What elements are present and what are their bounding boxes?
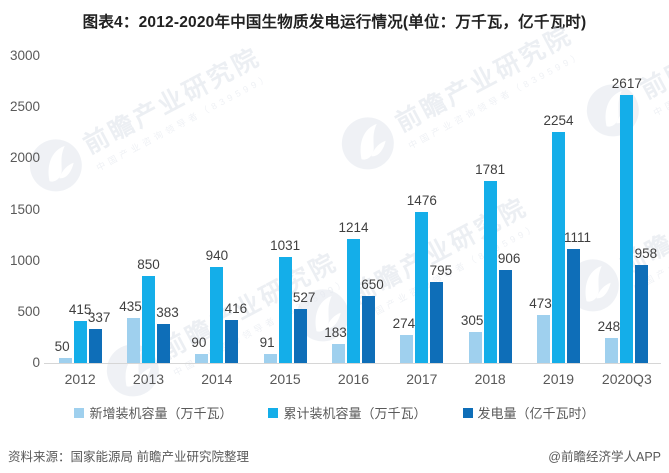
bar-2016-s2 bbox=[362, 296, 375, 363]
bar-2018-s0 bbox=[468, 332, 482, 363]
legend-swatch bbox=[268, 407, 279, 418]
bar-value-label: 940 bbox=[205, 248, 229, 263]
bar-2020Q3-s2 bbox=[635, 265, 649, 363]
legend-item-0: 新增装机容量（万千瓦） bbox=[74, 403, 232, 422]
bar-2015-s1 bbox=[278, 257, 292, 363]
chart-title: 图表4：2012-2020年中国生物质发电运行情况(单位：万千瓦，亿千瓦时) bbox=[82, 14, 587, 31]
bar-value-label: 274 bbox=[392, 316, 416, 331]
legend-label: 发电量（亿千瓦时） bbox=[477, 406, 595, 421]
y-axis-tick-label: 1000 bbox=[9, 252, 40, 268]
bar-value-label: 435 bbox=[119, 299, 142, 314]
bar-value-label: 91 bbox=[259, 335, 275, 350]
bar-2015-s2 bbox=[293, 309, 307, 363]
bar-value-label: 2617 bbox=[611, 76, 642, 91]
bar-2018-s2 bbox=[498, 270, 512, 363]
bar-value-label: 183 bbox=[324, 325, 347, 340]
y-axis-tick-label: 500 bbox=[17, 303, 40, 319]
bar-2020Q3-s1 bbox=[620, 95, 634, 363]
x-axis-label: 2015 bbox=[269, 371, 301, 387]
bar-value-label: 1781 bbox=[475, 162, 506, 177]
y-axis-tick-label: 2000 bbox=[9, 150, 40, 166]
bar-value-label: 958 bbox=[634, 246, 658, 261]
x-axis-label: 2017 bbox=[406, 371, 438, 387]
bar-2017-s1 bbox=[415, 212, 429, 363]
bar-value-label: 650 bbox=[361, 277, 384, 292]
credit-note: @前瞻经济学人APP bbox=[548, 450, 661, 464]
x-axis-label: 2014 bbox=[201, 371, 233, 387]
bar-2019-s0 bbox=[537, 315, 550, 363]
bar-2016-s0 bbox=[332, 344, 345, 363]
bar-value-label: 1214 bbox=[338, 220, 369, 235]
bar-value-label: 50 bbox=[54, 339, 70, 354]
legend-label: 新增装机容量（万千瓦） bbox=[89, 406, 233, 421]
watermark-main-text: 前瞻产业研究院 bbox=[78, 42, 266, 160]
legend-label: 累计装机容量（万千瓦） bbox=[283, 406, 427, 421]
bar-2016-s1 bbox=[347, 239, 360, 363]
bar-2014-s0 bbox=[195, 354, 209, 363]
bar-value-label: 416 bbox=[224, 301, 248, 316]
bar-2017-s0 bbox=[400, 335, 414, 363]
bar-value-label: 2254 bbox=[543, 113, 574, 128]
bar-2015-s0 bbox=[263, 354, 277, 363]
bar-value-label: 473 bbox=[529, 296, 552, 311]
x-axis-label: 2019 bbox=[542, 371, 575, 387]
bar-2014-s2 bbox=[225, 320, 239, 363]
watermark-text: 前瞻产业研究院 中国产业咨询领导者（839599） bbox=[76, 37, 273, 174]
bar-2019-s2 bbox=[567, 249, 580, 363]
bar-value-label: 906 bbox=[497, 251, 521, 266]
bar-2013-s0 bbox=[127, 318, 140, 363]
x-axis-label: 2018 bbox=[474, 371, 506, 387]
bar-value-label: 1031 bbox=[270, 238, 301, 253]
bar-2018-s1 bbox=[483, 181, 497, 363]
qianzhan-logo-icon bbox=[19, 129, 94, 206]
legend-item-2: 发电量（亿千瓦时） bbox=[462, 403, 595, 422]
y-axis-tick-label: 1500 bbox=[9, 201, 40, 217]
bar-2012-s2 bbox=[88, 329, 102, 363]
qianzhan-logo-icon bbox=[331, 107, 406, 184]
x-axis-label: 2020Q3 bbox=[601, 371, 652, 387]
bar-value-label: 90 bbox=[191, 335, 207, 350]
y-axis-tick-label: 0 bbox=[32, 355, 40, 370]
bar-2019-s1 bbox=[552, 132, 565, 363]
x-axis-label: 2013 bbox=[132, 371, 165, 387]
bar-value-label: 337 bbox=[87, 310, 111, 325]
bar-value-label: 1111 bbox=[563, 230, 592, 245]
bar-2012-s0 bbox=[58, 358, 72, 363]
watermark-text: 前瞻产业研究院 中国产业咨询领导者（839599） bbox=[388, 15, 585, 152]
bar-value-label: 1476 bbox=[406, 193, 437, 208]
watermark: 前瞻产业研究院 中国产业咨询领导者（839599） bbox=[19, 33, 275, 207]
bar-value-label: 248 bbox=[597, 319, 621, 334]
bar-value-label: 850 bbox=[137, 257, 160, 272]
bar-value-label: 383 bbox=[156, 305, 179, 320]
y-axis-tick-label: 2500 bbox=[9, 99, 40, 115]
bar-value-label: 795 bbox=[429, 263, 453, 278]
bar-2014-s1 bbox=[210, 267, 224, 363]
bar-2017-s2 bbox=[430, 282, 444, 363]
bar-value-label: 527 bbox=[292, 290, 316, 305]
legend: 新增装机容量（万千瓦） 累计装机容量（万千瓦） 发电量（亿千瓦时） bbox=[0, 403, 669, 422]
bar-2020Q3-s0 bbox=[605, 338, 619, 363]
x-axis-label: 2012 bbox=[64, 371, 96, 387]
bar-2013-s1 bbox=[142, 276, 155, 363]
legend-item-1: 累计装机容量（万千瓦） bbox=[268, 403, 427, 422]
watermark: 前瞻产业研究院 中国产业咨询领导者（839599） bbox=[331, 11, 587, 185]
legend-swatch bbox=[74, 407, 85, 418]
bar-value-label: 415 bbox=[68, 302, 92, 317]
bar-2012-s1 bbox=[73, 321, 87, 363]
legend-swatch bbox=[462, 407, 473, 418]
watermark-sub-text: 中国产业咨询领导者（839599） bbox=[94, 71, 274, 173]
x-axis-label: 2016 bbox=[337, 371, 370, 387]
bar-value-label: 305 bbox=[460, 313, 484, 328]
source-note: 资料来源：国家能源局 前瞻产业研究院整理 bbox=[8, 450, 249, 464]
x-axis-line bbox=[44, 363, 661, 364]
y-axis-tick-label: 3000 bbox=[9, 48, 40, 63]
bar-2013-s2 bbox=[157, 324, 170, 363]
